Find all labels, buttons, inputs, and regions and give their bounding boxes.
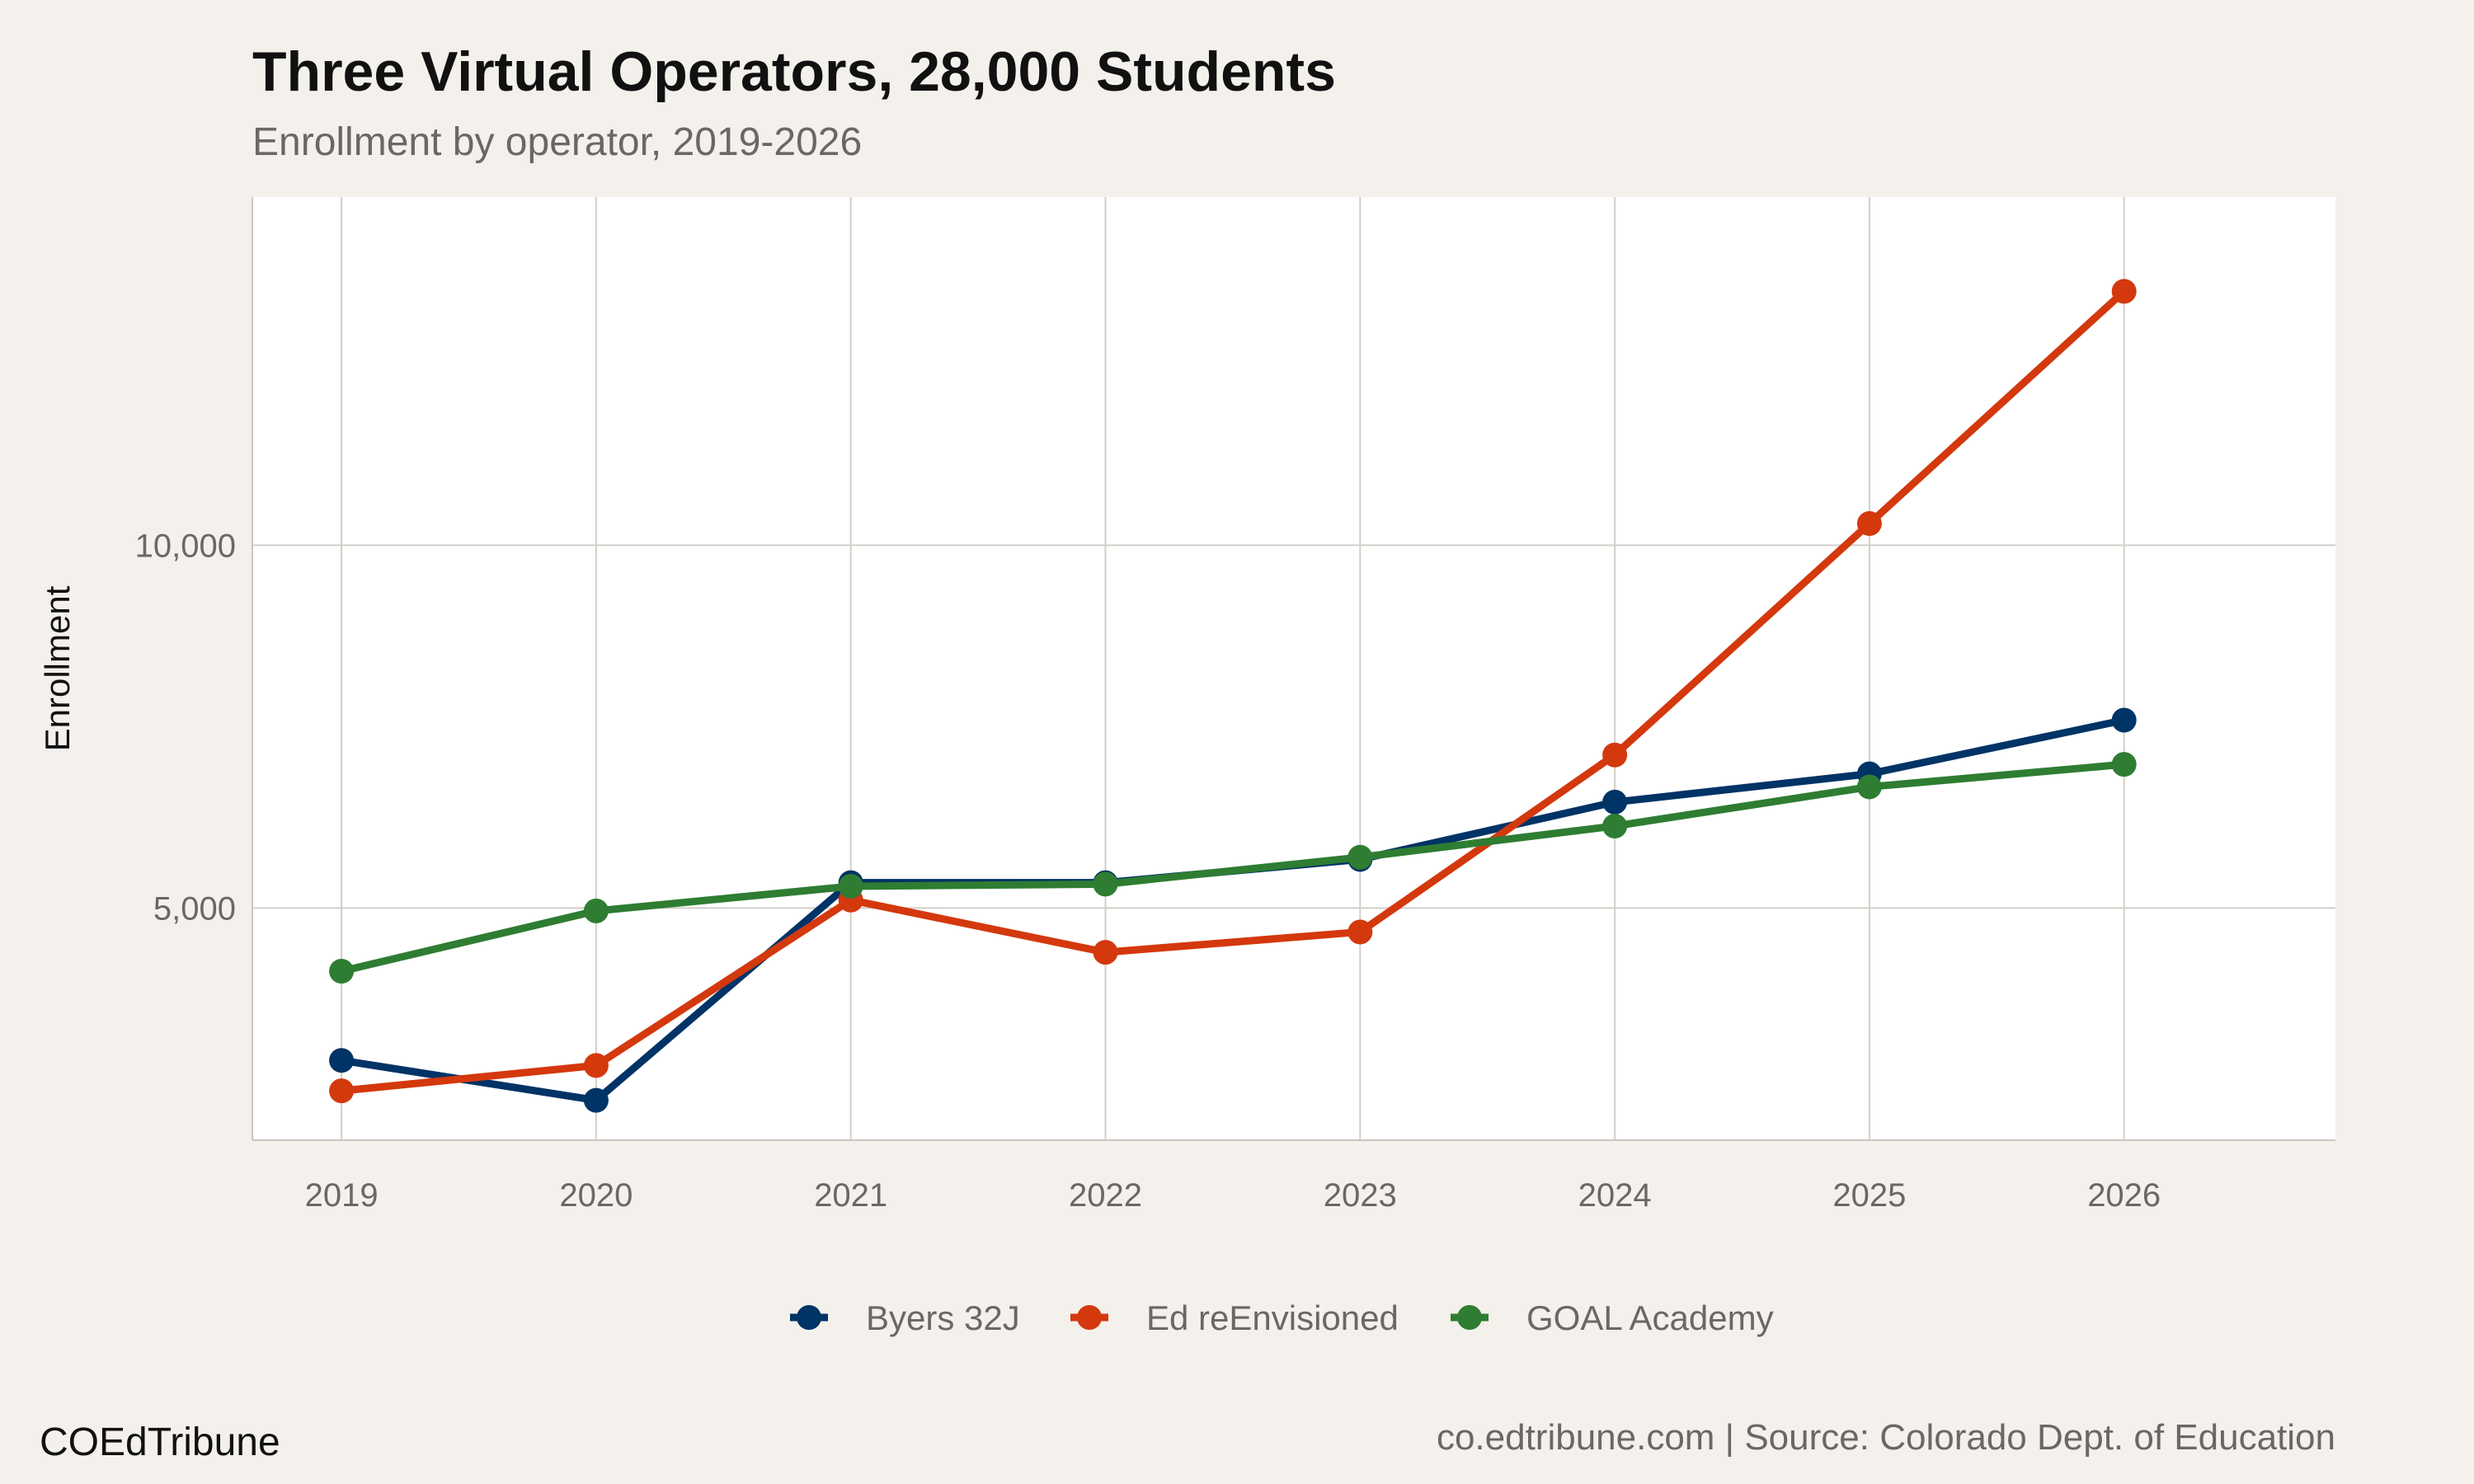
gridlines bbox=[252, 197, 2335, 1140]
legend-item: GOAL Academy bbox=[1451, 1298, 1774, 1337]
data-point bbox=[1602, 742, 1628, 768]
data-point bbox=[1856, 511, 1882, 536]
data-point bbox=[1348, 844, 1373, 870]
footer-brand: COEdTribune bbox=[40, 1421, 280, 1464]
x-tick-label: 2022 bbox=[1069, 1177, 1142, 1214]
data-point bbox=[1602, 789, 1628, 815]
data-point bbox=[329, 1078, 355, 1104]
legend-marker bbox=[797, 1305, 821, 1330]
legend-label: GOAL Academy bbox=[1526, 1298, 1774, 1337]
series-goal-academy bbox=[329, 752, 2137, 984]
footer-source: co.edtribune.com | Source: Colorado Dept… bbox=[1437, 1417, 2335, 1458]
legend: Byers 32J Ed reEnvisioned GOAL Academy bbox=[790, 1298, 1774, 1337]
legend-item: Ed reEnvisioned bbox=[1070, 1298, 1399, 1337]
y-axis-title: Enrollment bbox=[38, 585, 77, 751]
legend-marker bbox=[1077, 1305, 1102, 1330]
data-point bbox=[1093, 871, 1118, 897]
chart-subtitle: Enrollment by operator, 2019-2026 bbox=[252, 120, 862, 164]
series-group bbox=[329, 279, 2137, 1113]
data-point bbox=[1856, 774, 1882, 800]
y-tick-labels: 5,000 10,000 bbox=[135, 528, 236, 927]
chart-title: Three Virtual Operators, 28,000 Students bbox=[252, 40, 1336, 103]
data-point bbox=[1093, 940, 1118, 965]
data-point bbox=[1348, 919, 1373, 945]
legend-label: Ed reEnvisioned bbox=[1146, 1298, 1399, 1337]
x-tick-label: 2024 bbox=[1578, 1177, 1652, 1214]
x-tick-label: 2023 bbox=[1324, 1177, 1397, 1214]
x-tick-label: 2019 bbox=[305, 1177, 379, 1214]
x-tick-label: 2026 bbox=[2087, 1177, 2161, 1214]
series-line bbox=[341, 289, 2127, 1095]
plot-area bbox=[252, 197, 2335, 1140]
legend-item: Byers 32J bbox=[790, 1298, 1020, 1337]
data-point bbox=[838, 874, 863, 899]
data-point bbox=[1602, 813, 1628, 838]
y-tick-label: 5,000 bbox=[153, 890, 236, 927]
data-point bbox=[2111, 707, 2137, 733]
series-line bbox=[341, 760, 2125, 975]
x-tick-label: 2020 bbox=[559, 1177, 633, 1214]
data-point bbox=[583, 1087, 609, 1113]
data-point bbox=[2111, 752, 2137, 777]
x-tick-labels: 2019 2020 2021 2022 2023 2024 2025 2026 bbox=[305, 1177, 2161, 1214]
legend-marker bbox=[1457, 1305, 1482, 1330]
y-tick-label: 10,000 bbox=[135, 528, 236, 564]
data-point bbox=[583, 898, 609, 923]
data-point bbox=[583, 1053, 609, 1078]
x-tick-label: 2025 bbox=[1832, 1177, 1906, 1214]
x-tick-label: 2021 bbox=[814, 1177, 887, 1214]
data-point bbox=[2111, 279, 2137, 304]
legend-label: Byers 32J bbox=[866, 1298, 1020, 1337]
data-point bbox=[329, 958, 355, 984]
series-ed-reenvisioned bbox=[329, 279, 2137, 1104]
data-point bbox=[329, 1048, 355, 1073]
